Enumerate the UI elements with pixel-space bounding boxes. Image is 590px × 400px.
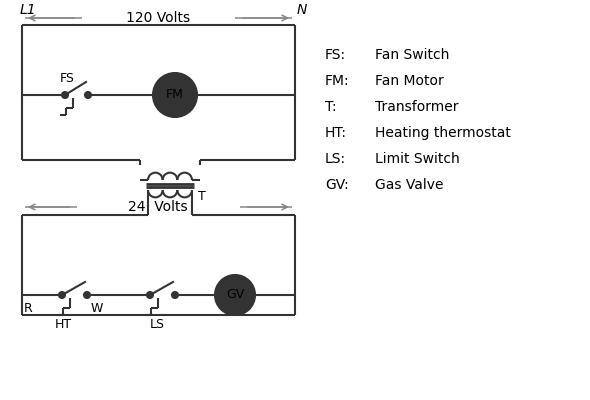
Text: 24  Volts: 24 Volts [128,200,188,214]
Circle shape [147,292,153,298]
Circle shape [85,92,91,98]
Text: GV: GV [226,288,244,302]
Text: T:: T: [325,100,337,114]
Text: FS: FS [60,72,74,84]
Text: Heating thermostat: Heating thermostat [375,126,511,140]
Text: LS: LS [149,318,165,332]
Circle shape [172,292,178,298]
Text: Gas Valve: Gas Valve [375,178,444,192]
Circle shape [59,292,65,298]
Text: FS:: FS: [325,48,346,62]
Circle shape [215,275,255,315]
Circle shape [62,92,68,98]
Text: R: R [24,302,33,314]
Text: HT:: HT: [325,126,347,140]
Circle shape [84,292,90,298]
Text: 120 Volts: 120 Volts [126,11,190,25]
Text: FM: FM [166,88,184,102]
Text: T: T [198,190,206,202]
Text: Limit Switch: Limit Switch [375,152,460,166]
Text: N: N [297,3,307,17]
Text: LS:: LS: [325,152,346,166]
Text: Transformer: Transformer [375,100,458,114]
Circle shape [153,73,197,117]
Text: HT: HT [54,318,71,332]
Text: Fan Motor: Fan Motor [375,74,444,88]
Text: FM:: FM: [325,74,350,88]
Text: W: W [91,302,103,314]
Text: GV:: GV: [325,178,349,192]
Text: Fan Switch: Fan Switch [375,48,450,62]
Text: L1: L1 [20,3,37,17]
